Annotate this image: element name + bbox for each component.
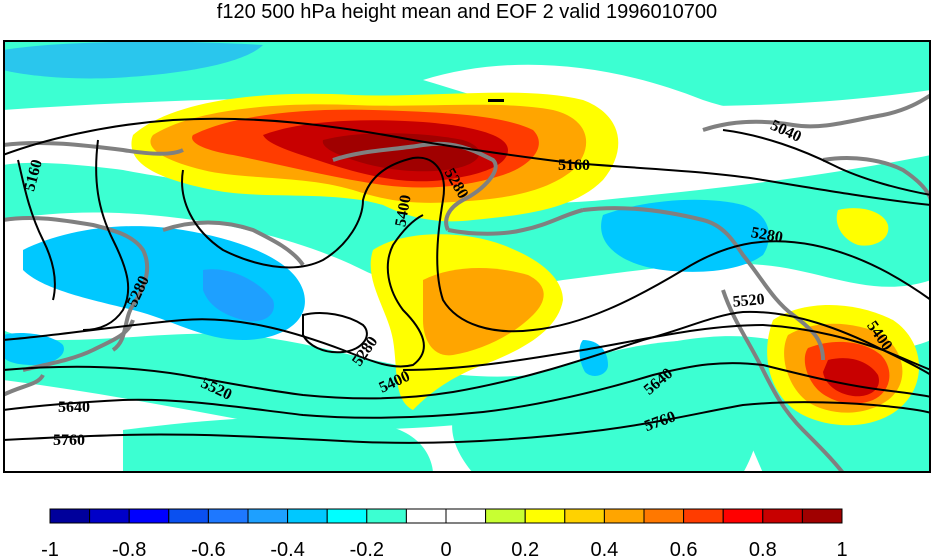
coastline-hudson [822,156,931,201]
colorbar-box [247,508,289,524]
map-border [3,40,931,473]
colorbar-box [683,508,724,524]
coastline-canada [582,206,825,361]
height-contours [3,117,931,444]
colorbar-tick-label: 0.4 [590,539,618,558]
colorbar-tick-label: 0 [440,539,451,558]
colorbar-box [287,508,328,524]
colorbar-labels: -1 -0.8 -0.6 -0.4 -0.2 0 0.2 0.4 0.6 0.8 1 [41,539,847,558]
colorbar-tick-label: -1 [41,539,59,558]
contour-label: 5160 [558,157,590,174]
field-pos-central-0.4 [423,268,544,356]
field-neg-east [601,199,769,272]
colorbar-box [524,508,566,524]
colorbar-box [722,508,764,524]
coastline-asia [3,140,184,156]
contour-5160-north [3,117,931,206]
map-plot: 5160 5040 5160 5280 5400 5280 5280 5280 … [3,40,931,473]
colorbar-tick-label: -0.2 [350,539,384,558]
coastline-aleutians [162,220,305,267]
colorbar-box [326,508,368,524]
contour-5760 [3,401,931,444]
contour-5640 [3,362,931,419]
field-cyan-south-2 [452,340,763,473]
colorbar-box [405,508,447,524]
colorbar-box [128,508,170,524]
field-neg-west-core [203,269,274,322]
coastlines [3,93,931,473]
dash-mark [488,99,504,102]
field-cyan-south-1 [123,417,433,473]
colorbar-box [49,508,91,524]
coastline-arctic [702,93,931,132]
coastline-japan [22,319,135,372]
colorbar-box [207,508,249,524]
contour-label: 5400 [392,194,414,228]
colorbar-tick-label: -0.8 [112,539,146,558]
colorbar-box [564,508,605,524]
coastline-alaska [332,141,498,231]
coastline-kamchatka [3,215,150,352]
colorbar-tick-label: 1 [836,539,847,558]
colorbar-tick-label: -0.4 [270,539,304,558]
colorbar-tick-label: -0.6 [191,539,225,558]
contour-5400 [3,214,425,368]
contour-label: 5280 [750,224,784,246]
colorbar-tick-label: 0.8 [749,539,777,558]
contour-5040 [722,129,931,196]
colorbar-tick-label: 0.6 [670,539,698,558]
field-neg-sw [3,333,64,365]
contour-label: 5520 [732,291,765,311]
contour-5280-loop [82,139,130,331]
map-title: f120 500 hPa height mean and EOF 2 valid… [216,1,718,23]
colorbar-box [168,508,209,524]
field-neg-nw [3,41,263,79]
coastline-gulf-alaska [447,208,584,236]
colorbar: -1 -0.8 -0.6 -0.4 -0.2 0 0.2 0.4 0.6 0.8 1 [41,508,848,558]
contour-5520 [3,310,931,400]
colorbar-box [366,508,407,524]
colorbar-box [485,508,526,524]
colorbar-box [762,508,803,524]
colorbar-box [445,508,487,524]
colorbar-tick-label: 0.2 [511,539,539,558]
colorbar-boxes [49,508,843,524]
colorbar-box [801,508,843,524]
contour-5280-closed [302,312,368,354]
contour-5160-west [17,159,56,301]
contour-label: 5640 [58,399,90,416]
coastline-asia-south [3,373,45,397]
colorbar-box [89,508,130,524]
contour-5280-alaska [181,156,931,333]
colorbar-box [603,508,645,524]
contour-label: 5760 [53,432,85,449]
colorbar-box [643,508,685,524]
field-pos-small-ne [836,208,889,246]
